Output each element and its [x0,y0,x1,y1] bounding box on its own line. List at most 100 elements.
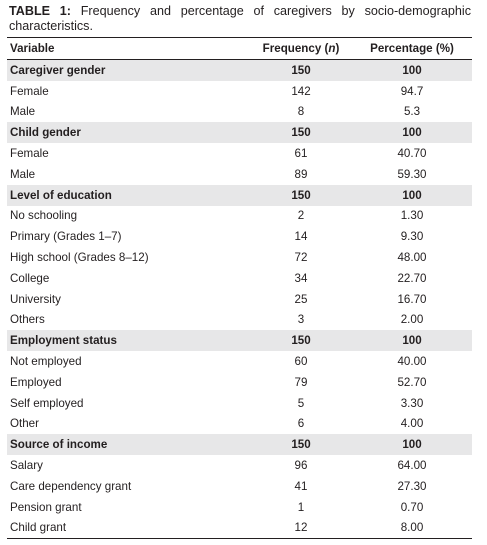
cell-frequency: 2 [297,209,305,223]
table-row: Primary (Grades 1–7) 14 9.30 [7,226,472,247]
cell-percentage: 100 [402,334,422,348]
table-row: Male 8 5.3 [7,102,472,123]
cell-frequency: 72 [294,251,308,265]
cell-frequency: 34 [294,271,308,285]
table-row: Other 6 4.00 [7,414,472,435]
table-row: Female 61 40.70 [7,143,472,164]
cell-percentage: 40.70 [397,147,427,161]
table-row: Child grant 12 8.00 [7,518,472,539]
header-frequency: Frequency (n) [262,42,340,55]
cell-frequency: 89 [294,167,308,181]
cell-percentage: 1.30 [400,209,424,223]
cell-percentage: 8.00 [400,521,424,535]
cell-frequency: 1 [297,500,305,514]
cell-frequency: 41 [294,479,308,493]
cell-variable: Female [10,147,49,161]
category-row: Caregiver gender 150 100 [7,60,472,81]
cell-frequency: 6 [297,417,305,431]
cell-percentage: 2.00 [400,313,424,327]
cell-percentage: 9.30 [400,230,424,244]
cell-variable: Male [10,105,36,119]
cell-percentage: 64.00 [397,459,427,473]
cell-percentage: 0.70 [400,500,424,514]
cell-frequency: 14 [294,230,308,244]
table-label: TABLE 1: [9,4,71,18]
table-row: High school (Grades 8–12) 72 48.00 [7,247,472,268]
table-row: No schooling 2 1.30 [7,206,472,227]
cell-percentage: 100 [402,126,422,140]
cell-percentage: 3.30 [400,396,424,410]
cell-percentage: 40.00 [397,355,427,369]
table-row: Care dependency grant 41 27.30 [7,476,472,497]
cell-variable: Not employed [10,355,82,369]
header-variable: Variable [10,42,55,55]
category-row: Employment status 150 100 [7,330,472,352]
cell-variable: Level of education [10,188,112,202]
cell-variable: Salary [10,459,43,473]
cell-frequency: 3 [297,313,305,327]
cell-frequency: 150 [291,438,311,452]
cell-variable: University [10,292,61,306]
table-row: College 34 22.70 [7,268,472,289]
table-row: Salary 96 64.00 [7,455,472,476]
data-table: Variable Frequency (n) Percentage (%) Ca… [7,37,472,540]
cell-frequency: 12 [294,521,308,535]
cell-variable: Pension grant [10,500,82,514]
table-caption-text: Frequency and percentage of caregivers b… [9,4,471,33]
table-row: Female 142 94.7 [7,81,472,102]
table-row: Male 89 59.30 [7,164,472,185]
cell-frequency: 8 [297,105,305,119]
header-percentage: Percentage (%) [370,42,454,55]
cell-variable: Self employed [10,396,84,410]
cell-variable: Employment status [10,334,117,348]
category-row: Child gender 150 100 [7,122,472,144]
table-row: Not employed 60 40.00 [7,351,472,372]
cell-variable: Female [10,84,49,98]
header-frequency-n: n [328,42,336,55]
cell-percentage: 27.30 [397,479,427,493]
cell-frequency: 25 [294,292,308,306]
table-row: Employed 79 52.70 [7,372,472,393]
cell-frequency: 61 [294,147,308,161]
cell-percentage: 100 [402,188,422,202]
table-row: Self employed 5 3.30 [7,393,472,414]
cell-percentage: 94.7 [400,84,424,98]
cell-percentage: 48.00 [397,251,427,265]
cell-variable: High school (Grades 8–12) [10,251,149,265]
category-row: Level of education 150 100 [7,184,472,206]
cell-frequency: 96 [294,459,308,473]
cell-variable: Others [10,313,45,327]
cell-variable: Employed [10,375,62,389]
cell-variable: Caregiver gender [10,63,106,77]
cell-variable: No schooling [10,209,78,223]
cell-frequency: 150 [291,126,311,140]
cell-variable: College [10,271,50,285]
cell-frequency: 79 [294,375,308,389]
cell-variable: Source of income [10,438,108,452]
cell-variable: Male [10,167,36,181]
cell-percentage: 4.00 [400,417,424,431]
table-row: University 25 16.70 [7,289,472,310]
table-row: Others 3 2.00 [7,310,472,331]
cell-percentage: 16.70 [397,292,427,306]
cell-variable: Primary (Grades 1–7) [10,230,122,244]
cell-variable: Child gender [10,126,81,140]
cell-frequency: 142 [291,84,311,98]
cell-frequency: 150 [291,188,311,202]
cell-variable: Child grant [10,521,67,535]
cell-percentage: 59.30 [397,167,427,181]
cell-percentage: 22.70 [397,271,427,285]
cell-frequency: 150 [291,63,311,77]
cell-percentage: 100 [402,63,422,77]
table-caption: TABLE 1: Frequency and percentage of car… [9,4,471,34]
cell-percentage: 52.70 [397,375,427,389]
table-body: Caregiver gender 150 100 Female 142 94.7 Male 8… [7,60,472,538]
cell-frequency: 5 [297,396,305,410]
cell-variable: Other [10,417,39,431]
cell-frequency: 60 [294,355,308,369]
cell-variable: Care dependency grant [10,479,132,493]
cell-percentage: 5.3 [403,105,421,119]
cell-frequency: 150 [291,334,311,348]
category-row: Source of income 150 100 [7,434,472,456]
